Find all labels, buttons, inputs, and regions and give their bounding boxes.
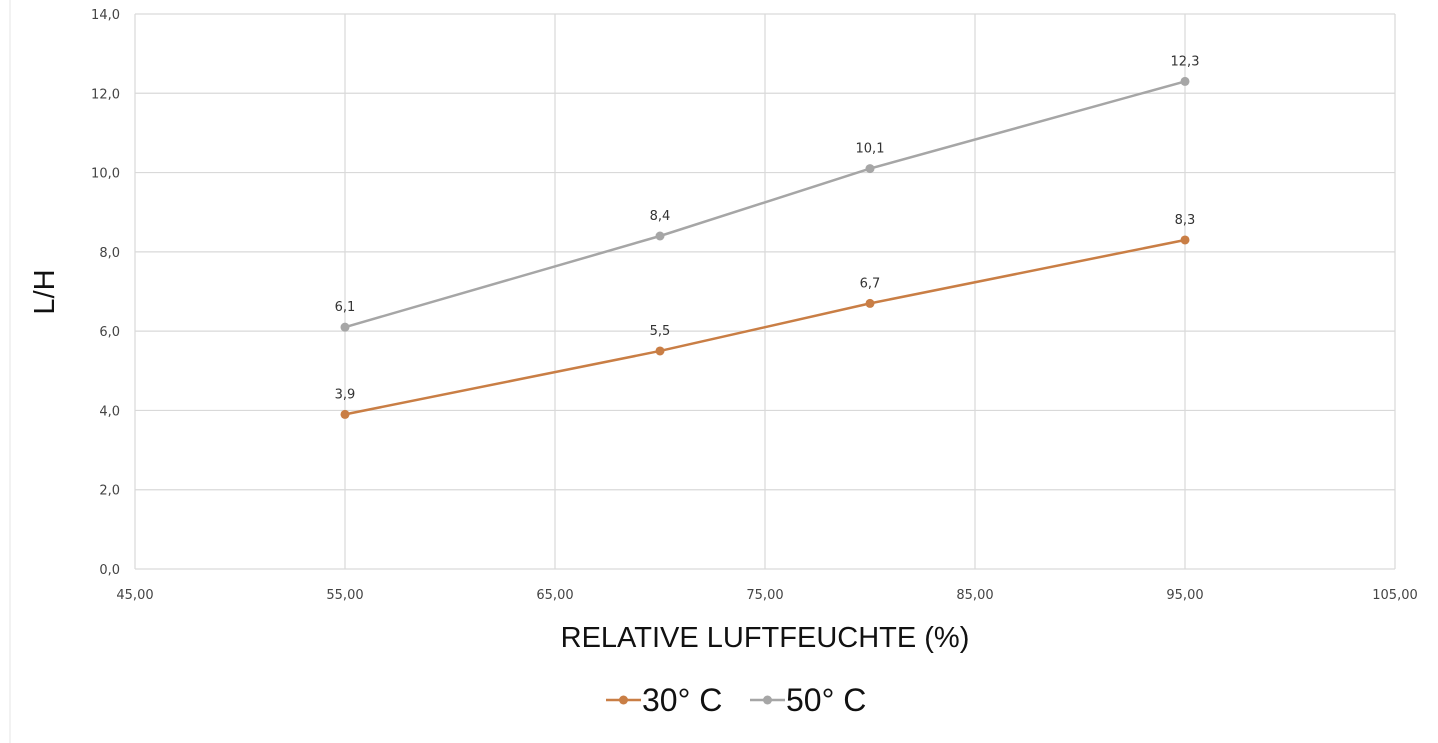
data-label: 8,3 [1175,213,1196,228]
data-label: 10,1 [856,142,885,157]
x-tick-label: 75,00 [746,588,783,603]
data-label: 12,3 [1171,54,1200,69]
y-tick-label: 2,0 [99,484,120,499]
x-tick-label: 55,00 [326,588,363,603]
series-line-2 [344,80,1186,329]
y-tick-label: 4,0 [99,404,120,419]
y-tick-label: 14,0 [91,8,120,23]
data-label: 8,4 [650,209,671,224]
data-label: 5,5 [650,324,671,339]
data-point [340,409,350,419]
y-tick-label: 10,0 [91,167,120,182]
series-lines [340,76,1190,419]
legend-label: 30° C [642,682,722,718]
legend: 30° C 50° C [606,682,866,718]
x-axis-title: RELATIVE LUFTFEUCHTE (%) [561,622,970,654]
data-label: 6,7 [860,276,881,291]
legend-swatch-marker [619,695,628,705]
x-tick-label: 105,00 [1372,588,1418,603]
data-point [655,346,665,356]
data-label: 6,1 [335,300,356,315]
x-tick-label: 95,00 [1166,588,1203,603]
y-tick-label: 6,0 [99,325,120,340]
y-tick-label: 0,0 [99,563,120,578]
data-point [865,164,875,174]
data-point [1180,76,1190,86]
tick-labels: 45,00 55,00 65,00 75,00 85,00 95,00 105,00 0,0 2… [91,8,1418,603]
data-labels: 3,9 5,5 6,7 8,3 6,1 8,4 10,1 12,3 [335,54,1200,402]
data-point [655,231,665,241]
data-point [340,322,350,332]
legend-swatch-marker [763,695,772,705]
series-line-1 [344,238,1186,416]
x-tick-label: 65,00 [536,588,573,603]
x-tick-label: 45,00 [116,588,153,603]
data-label: 3,9 [335,387,356,402]
y-tick-label: 8,0 [99,246,120,261]
x-tick-label: 85,00 [956,588,993,603]
y-tick-label: 12,0 [91,87,120,102]
gridlines [134,13,1396,570]
y-axis-title: L/H [29,269,61,314]
data-point [1180,235,1190,245]
legend-label: 50° C [786,682,866,718]
data-point [865,298,875,308]
